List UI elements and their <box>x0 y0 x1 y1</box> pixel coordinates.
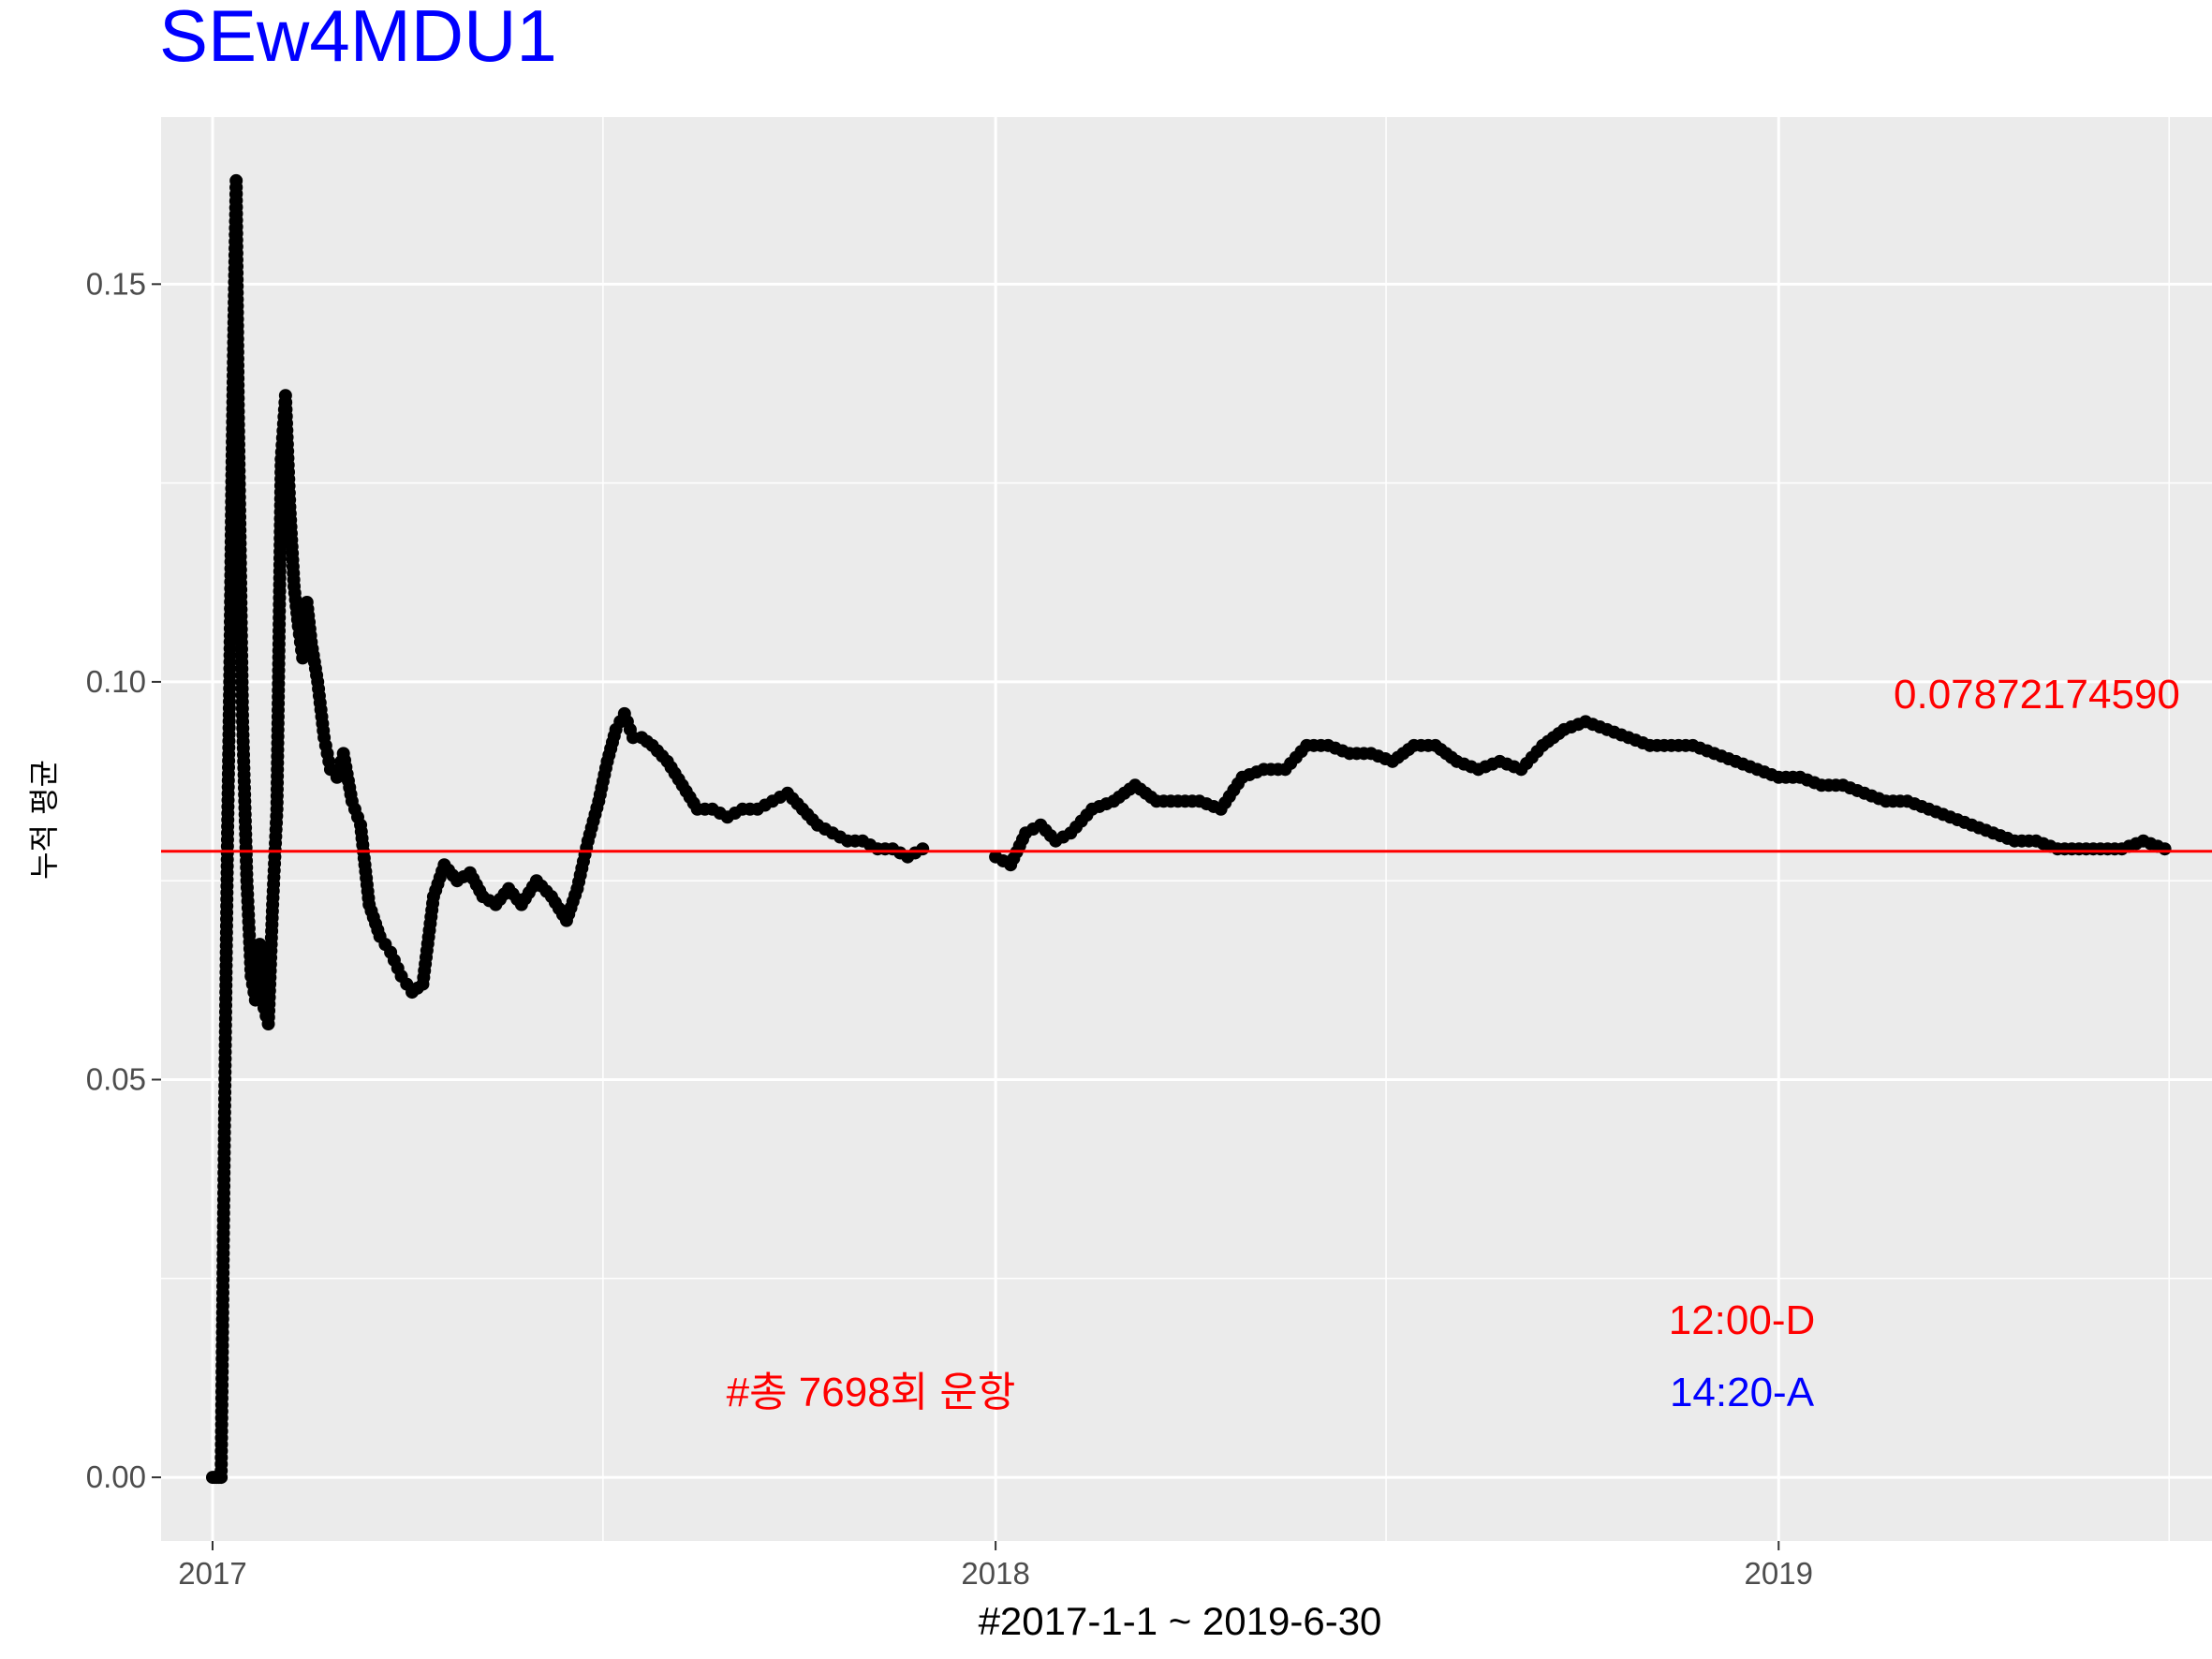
data-point <box>916 842 930 856</box>
x-axis-title: #2017-1-1 ~ 2019-6-30 <box>979 1599 1382 1643</box>
chart-title: SEw4MDU1 <box>159 0 557 77</box>
y-tick-label: 0.00 <box>86 1459 146 1494</box>
y-axis-title: 누적 평균 <box>26 760 62 880</box>
data-point <box>2158 842 2172 856</box>
arrival-label: 14:20-A <box>1670 1370 1815 1415</box>
x-axis: 2017 2018 2019 <box>178 1541 1813 1591</box>
plot-panel <box>161 117 2212 1541</box>
flight-count-label: #총 7698회 운항 <box>727 1370 1016 1415</box>
y-axis: 0.00 0.05 0.10 0.15 <box>86 266 161 1494</box>
y-tick-label: 0.15 <box>86 266 146 301</box>
minor-gridlines <box>161 117 2212 1541</box>
x-tick-label: 2017 <box>178 1556 246 1591</box>
mean-value-label: 0.07872174590 <box>1894 672 2180 718</box>
major-gridlines <box>161 117 2212 1541</box>
series-layer <box>205 173 2172 1485</box>
x-tick-label: 2018 <box>961 1556 1029 1591</box>
x-tick-label: 2019 <box>1745 1556 1813 1591</box>
y-tick-label: 0.05 <box>86 1061 146 1096</box>
departure-label: 12:00-D <box>1669 1297 1816 1343</box>
y-tick-label: 0.10 <box>86 664 146 699</box>
